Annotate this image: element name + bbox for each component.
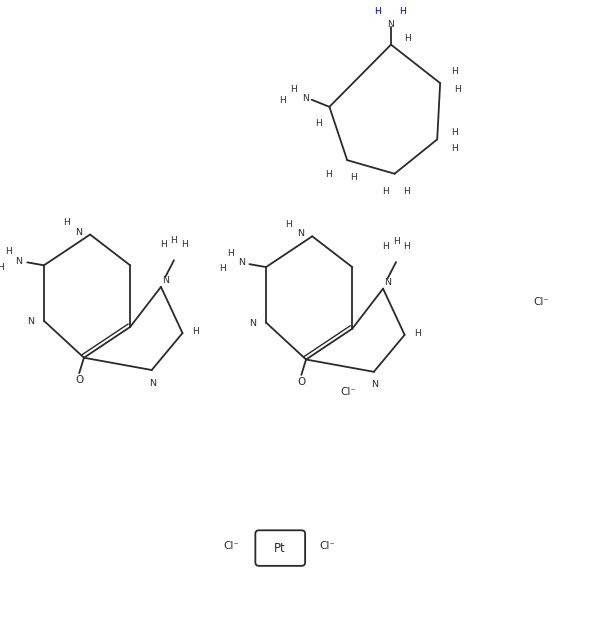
Text: H: H	[192, 328, 199, 336]
Text: H: H	[181, 240, 188, 250]
Text: N: N	[238, 258, 245, 268]
Text: H: H	[382, 242, 389, 251]
Text: Pt: Pt	[275, 542, 286, 555]
Text: Cl⁻: Cl⁻	[341, 388, 356, 397]
Text: H: H	[393, 237, 399, 246]
FancyBboxPatch shape	[255, 530, 305, 566]
Text: N: N	[162, 276, 169, 285]
Text: H: H	[451, 128, 458, 137]
Text: H: H	[160, 240, 167, 250]
Text: H: H	[451, 144, 458, 153]
Text: H: H	[415, 329, 421, 338]
Text: H: H	[350, 173, 356, 182]
Text: H: H	[382, 187, 389, 196]
Text: H: H	[451, 67, 458, 76]
Text: H: H	[5, 247, 12, 256]
Text: H: H	[63, 218, 70, 227]
Text: H: H	[290, 85, 297, 94]
Text: N: N	[384, 278, 391, 287]
Text: N: N	[371, 381, 379, 389]
Text: H: H	[403, 187, 410, 196]
Text: Cl⁻: Cl⁻	[533, 297, 549, 307]
Text: O: O	[75, 375, 84, 385]
Text: H: H	[454, 85, 461, 94]
Text: H: H	[227, 249, 234, 258]
Text: N: N	[27, 318, 35, 326]
Text: H: H	[279, 96, 285, 105]
Text: Cl⁻: Cl⁻	[320, 541, 336, 552]
Text: H: H	[404, 34, 411, 43]
Text: H: H	[399, 7, 406, 16]
Text: H: H	[325, 170, 331, 180]
Text: H: H	[171, 236, 178, 245]
Text: O: O	[297, 377, 305, 387]
Text: N: N	[302, 94, 309, 103]
Text: N: N	[150, 379, 156, 388]
Text: Cl⁻: Cl⁻	[224, 541, 239, 552]
Text: H: H	[315, 119, 322, 128]
Text: H: H	[0, 263, 4, 271]
Text: N: N	[16, 256, 22, 266]
Text: N: N	[388, 20, 395, 29]
Text: H: H	[404, 242, 410, 251]
Text: H: H	[375, 7, 381, 16]
Text: H: H	[285, 220, 292, 229]
Text: H: H	[219, 265, 226, 273]
Text: N: N	[250, 319, 256, 328]
Text: N: N	[75, 228, 82, 236]
Text: N: N	[297, 230, 304, 238]
